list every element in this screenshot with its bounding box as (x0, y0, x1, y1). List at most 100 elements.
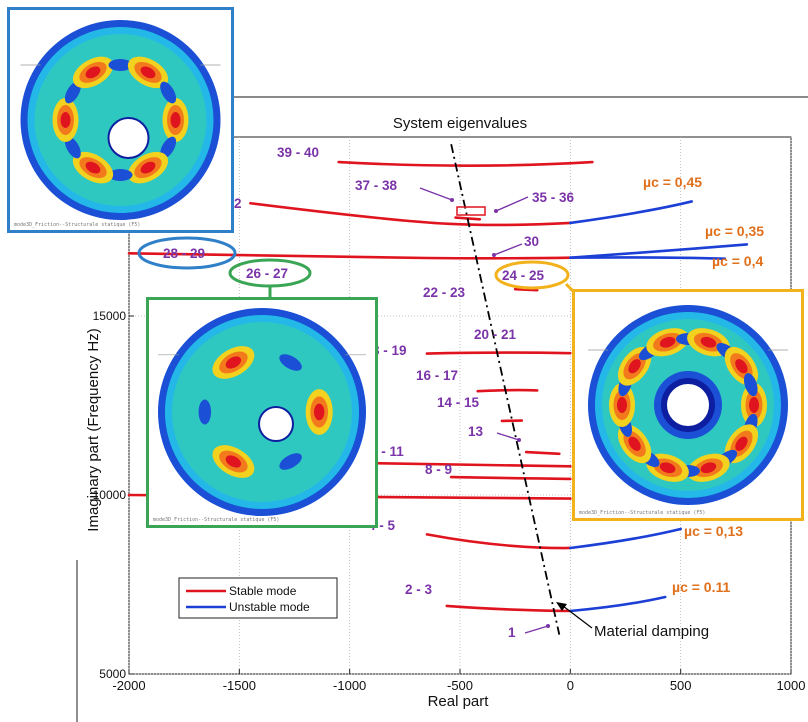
x-axis-label: Real part (428, 693, 490, 710)
disc-hole (107, 117, 150, 159)
mode-label: 20 - 21 (474, 327, 517, 342)
contour-red (170, 112, 181, 128)
contour-blue (743, 373, 758, 397)
inset-caption: mode3D_Friction--Structurale statique (F… (153, 517, 280, 523)
mode-branch-24-25 (569, 256, 727, 261)
mode-label: 8 - 19 (372, 343, 407, 358)
mode-branch-39-40 (337, 160, 594, 167)
legend-label: Unstable mode (229, 600, 310, 614)
mode-shape-disc (588, 305, 788, 505)
contour-blue (160, 136, 177, 159)
y-tick-label: 5000 (99, 667, 126, 681)
mode-branch-2-3 (569, 595, 667, 613)
contour-red (659, 462, 676, 474)
mode-branch-4-5 (569, 527, 682, 550)
contour-blue (64, 81, 81, 104)
contour-blue (198, 399, 212, 425)
mode-branch-37-38 (249, 201, 572, 227)
contour-red (735, 359, 748, 374)
mode-label: 30 (524, 234, 539, 249)
inset-caption: mode3D_Friction--Structurale statique (F… (14, 222, 141, 228)
material-damping-line (450, 143, 561, 635)
mode-label: 26 - 27 (246, 266, 288, 281)
label-pointer-head (494, 209, 498, 213)
contour-red (85, 161, 101, 174)
mode-branch-2-3 (445, 604, 572, 613)
contour-blue (108, 169, 133, 181)
label-pointer-arrow (419, 187, 453, 201)
x-tick-label: -1500 (223, 678, 256, 693)
label-pointer-head (450, 198, 454, 202)
contour-red (700, 462, 717, 474)
mu-label: µc = 0.11 (672, 579, 730, 595)
label-pointer-arrow (495, 196, 529, 212)
unstable-mode-series (569, 200, 749, 613)
contour-red (314, 403, 325, 421)
legend: Stable mode Unstable mode (178, 577, 338, 619)
contour-blue (108, 59, 133, 71)
mode-shape-disc (20, 20, 221, 220)
contour-red (617, 397, 627, 413)
annotation-arrow (562, 605, 593, 629)
label-pointer-arrow (524, 625, 549, 634)
disc-contour (158, 308, 366, 516)
x-tick-label: 1000 (777, 678, 806, 693)
label-pointer-head (517, 438, 521, 442)
contour-red (225, 455, 242, 468)
mode-branch-22-23 (513, 287, 539, 292)
contour-blue (64, 136, 81, 159)
mode-shape-inset-24-25: mode3D_Friction--Structurale statique (F… (572, 289, 804, 521)
mode-branch-30 (569, 243, 749, 259)
disc-contour (588, 305, 788, 505)
mu-label: µc = 0,35 (705, 223, 764, 239)
x-tick-label: 500 (670, 678, 692, 693)
highlight-oval-24-25 (494, 260, 570, 290)
mode-branch-20-21 (425, 351, 572, 355)
disc-contour (20, 20, 221, 220)
inset-caption: mode3D_Friction--Structurale statique (F… (579, 510, 706, 516)
legend-box (178, 577, 338, 619)
contour-red (140, 161, 156, 174)
label-pointer-head (546, 624, 550, 628)
arrow-head (556, 602, 567, 611)
cluster-marker (456, 206, 486, 216)
contour-red (749, 397, 759, 413)
mode-label: 14 - 15 (437, 395, 480, 410)
highlight-oval-28-29 (137, 236, 237, 270)
mode-label: 28 - 29 (163, 246, 205, 261)
mode-label: 2 (234, 196, 242, 211)
mode-label: 13 (468, 424, 484, 439)
mu-label: µc = 0,13 (684, 523, 743, 539)
contour-red (140, 66, 156, 79)
label-pointer-head (492, 253, 496, 257)
disc-hole (665, 382, 711, 428)
contour-red (60, 112, 71, 128)
mode-label: 22 - 23 (423, 285, 466, 300)
mode-label: 39 - 40 (277, 145, 319, 160)
mode-label: 8 - 9 (425, 462, 452, 477)
y-axis-label: Imaginary part (Frequency Hz) (85, 328, 102, 531)
label-pointer-arrow (493, 243, 523, 256)
mode-branch-35-36 (569, 200, 693, 225)
contour-red (628, 436, 641, 451)
mu-label: µc = 0,4 (712, 253, 763, 269)
mode-shape-inset-26-27: mode3D_Friction--Structurale statique (F… (146, 297, 378, 528)
contour-red (659, 336, 676, 348)
chart-title: System eigenvalues (393, 115, 527, 132)
mode-shape-inset-28-29: mode3D_Friction--Structurale statique (F… (7, 7, 234, 233)
x-tick-label: -1000 (333, 678, 366, 693)
x-tick-label: -500 (447, 678, 473, 693)
mode-branch-8-9 (449, 475, 572, 481)
contour-red (735, 436, 748, 451)
mode-label: 24 - 25 (502, 268, 545, 283)
y-tick-label: 10000 (93, 488, 127, 502)
contour-red (628, 359, 641, 374)
mode-branch-16-17 (476, 388, 539, 393)
y-tick-label: 15000 (93, 309, 127, 323)
mode-label: 37 - 38 (355, 178, 398, 193)
mode-label: 0 - 11 (370, 444, 404, 459)
mode-label: 16 - 17 (416, 368, 458, 383)
contour-red (700, 336, 717, 348)
mode-label: 35 - 36 (532, 190, 575, 205)
